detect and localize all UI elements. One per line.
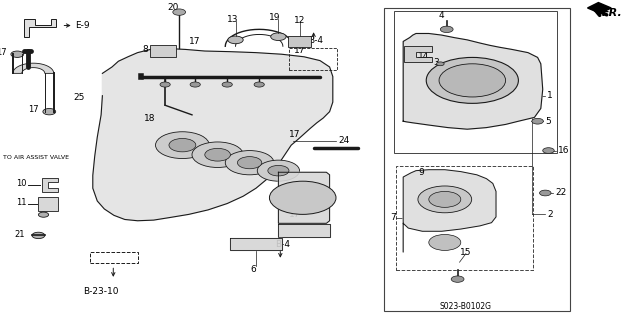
Circle shape [418, 186, 472, 213]
Text: 17: 17 [294, 46, 305, 55]
Polygon shape [230, 238, 282, 250]
Text: B-23-10: B-23-10 [83, 287, 118, 296]
Text: 10: 10 [16, 179, 26, 188]
Text: TO AIR ASSIST VALVE: TO AIR ASSIST VALVE [3, 155, 69, 160]
Circle shape [426, 57, 518, 103]
Circle shape [439, 64, 506, 97]
Text: 12: 12 [294, 16, 305, 25]
Polygon shape [150, 45, 176, 57]
Polygon shape [403, 33, 543, 129]
Text: 17: 17 [289, 210, 301, 219]
Text: 18: 18 [144, 114, 156, 122]
Text: 25: 25 [74, 93, 85, 102]
Circle shape [429, 234, 461, 250]
Polygon shape [42, 178, 58, 192]
Polygon shape [278, 224, 330, 237]
Text: S023-B0102G: S023-B0102G [440, 302, 492, 311]
Bar [396, 166, 533, 270]
Circle shape [440, 26, 453, 33]
Text: 17: 17 [289, 130, 301, 139]
Polygon shape [24, 19, 56, 37]
Text: 3: 3 [433, 58, 438, 67]
Text: 2: 2 [547, 210, 553, 219]
Bar [394, 11, 557, 153]
Text: 20: 20 [167, 3, 179, 11]
Text: 19: 19 [269, 13, 281, 22]
Text: FR.: FR. [602, 8, 622, 19]
Circle shape [271, 33, 286, 41]
Polygon shape [38, 197, 58, 211]
Circle shape [173, 9, 186, 15]
Text: 17: 17 [0, 48, 7, 57]
Circle shape [160, 82, 170, 87]
Polygon shape [403, 170, 496, 252]
Polygon shape [288, 36, 311, 47]
Circle shape [254, 82, 264, 87]
Text: 5: 5 [545, 117, 551, 126]
Text: 9: 9 [418, 168, 424, 177]
Text: 17: 17 [28, 105, 39, 114]
Circle shape [451, 276, 464, 282]
Circle shape [192, 142, 243, 167]
Circle shape [268, 165, 289, 176]
Circle shape [11, 51, 24, 57]
Text: 23: 23 [320, 190, 332, 199]
Circle shape [38, 212, 49, 217]
Circle shape [237, 157, 262, 169]
Polygon shape [278, 172, 330, 223]
Circle shape [205, 148, 230, 161]
Text: 17: 17 [189, 37, 200, 46]
Text: 11: 11 [16, 198, 26, 207]
Polygon shape [13, 63, 54, 73]
Circle shape [429, 191, 461, 207]
Circle shape [169, 138, 196, 152]
Text: E-9: E-9 [75, 21, 90, 30]
Text: 7: 7 [390, 213, 396, 222]
Circle shape [43, 108, 56, 115]
Polygon shape [404, 46, 432, 62]
Circle shape [436, 62, 444, 66]
Circle shape [228, 36, 243, 44]
Text: 15: 15 [460, 248, 471, 256]
Text: 21: 21 [15, 230, 25, 239]
Circle shape [222, 82, 232, 87]
Circle shape [156, 132, 209, 159]
Circle shape [32, 232, 45, 239]
Circle shape [257, 160, 300, 181]
Circle shape [532, 118, 543, 124]
Text: 16: 16 [558, 146, 570, 155]
Circle shape [543, 148, 554, 153]
Text: B-4: B-4 [275, 241, 290, 249]
Text: 8: 8 [142, 45, 148, 54]
Bar [289, 48, 337, 70]
Text: 4: 4 [439, 11, 444, 20]
Polygon shape [93, 48, 333, 221]
Text: 14: 14 [418, 52, 429, 61]
Circle shape [225, 151, 274, 175]
Bar [90, 252, 138, 263]
Circle shape [540, 190, 551, 196]
Polygon shape [588, 3, 611, 13]
Circle shape [269, 181, 336, 214]
Text: 22: 22 [555, 189, 566, 197]
Bar [384, 8, 570, 311]
Text: 1: 1 [547, 91, 553, 100]
Text: 13: 13 [227, 15, 238, 24]
Text: 6: 6 [250, 265, 255, 274]
Text: 24: 24 [338, 137, 349, 145]
Text: B-4: B-4 [308, 36, 323, 45]
Circle shape [190, 82, 200, 87]
